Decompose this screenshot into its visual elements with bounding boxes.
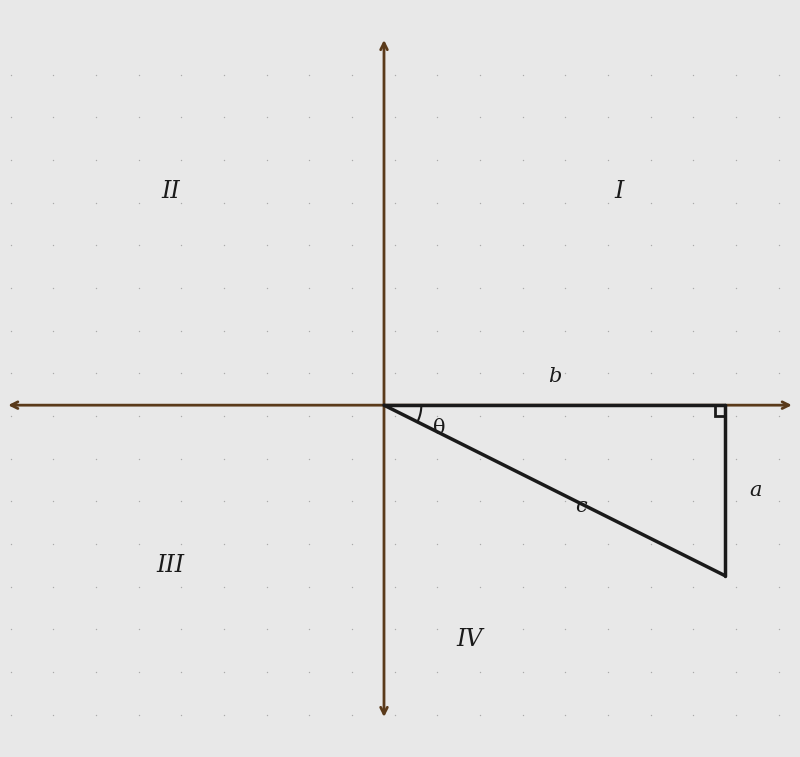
Text: II: II <box>162 180 180 204</box>
Text: a: a <box>749 481 762 500</box>
Text: b: b <box>548 367 562 386</box>
Text: III: III <box>157 553 185 577</box>
Text: I: I <box>614 180 623 204</box>
Text: c: c <box>575 497 587 516</box>
Text: IV: IV <box>456 628 482 651</box>
Text: θ: θ <box>434 419 446 438</box>
